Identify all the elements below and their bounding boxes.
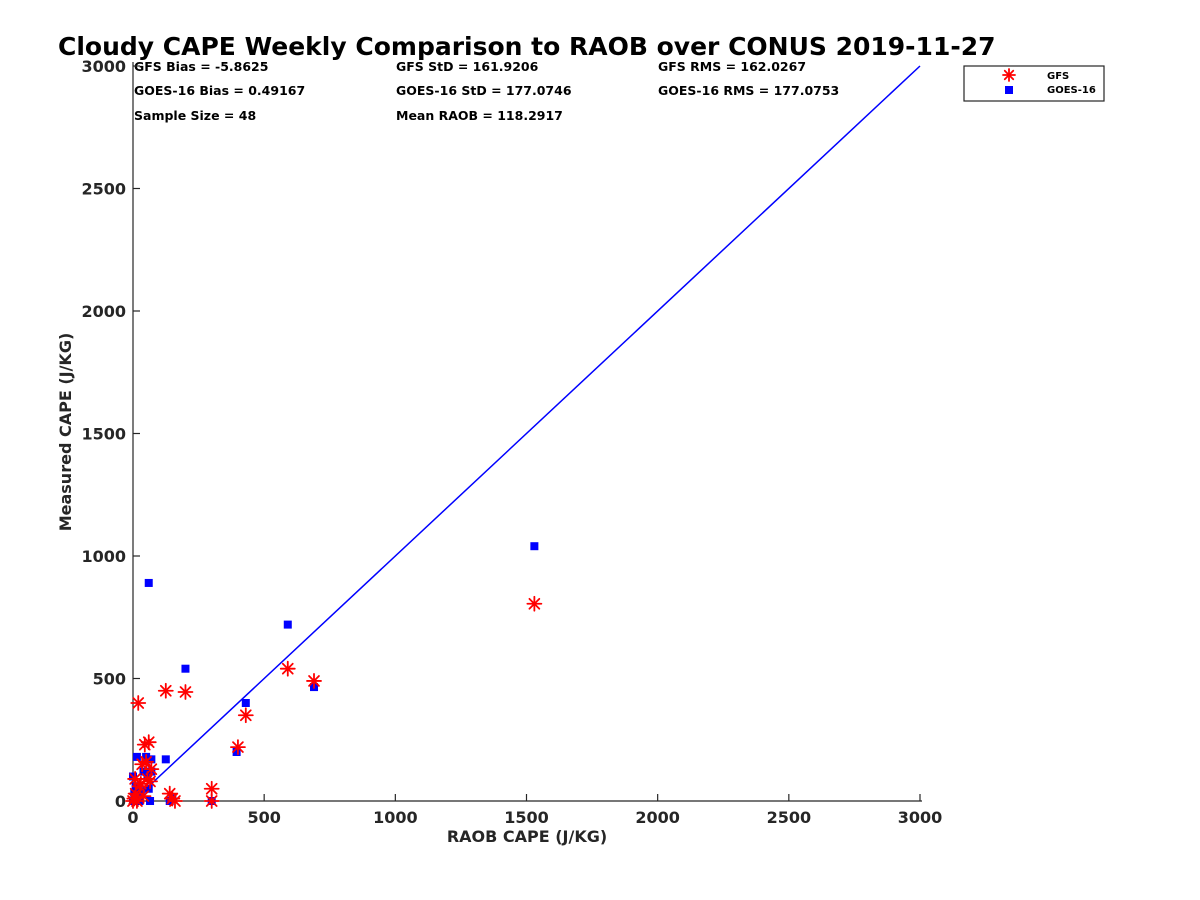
stat-goes-bias: GOES-16 Bias = 0.49167	[134, 83, 305, 98]
gfs-point	[203, 780, 220, 797]
gfs-point	[157, 682, 174, 699]
x-tick-label: 1000	[373, 808, 418, 827]
gfs-point	[177, 684, 194, 700]
stat-mean-raob: Mean RAOB = 118.2917	[396, 108, 563, 123]
legend-box	[963, 65, 1105, 102]
stat-sample-size: Sample Size = 48	[134, 108, 256, 123]
stat-gfs-rms: GFS RMS = 162.0267	[658, 59, 806, 74]
gfs-point	[130, 695, 147, 711]
x-tick-label: 0	[127, 808, 138, 827]
stat-gfs-bias: GFS Bias = -5.8625	[134, 59, 268, 74]
stat-goes-std: GOES-16 StD = 177.0746	[396, 83, 572, 98]
legend-gfs-label: GFS	[1047, 71, 1069, 82]
gfs-point	[140, 734, 157, 751]
reference-line-group	[132, 65, 921, 802]
data-points	[125, 542, 543, 809]
gfs-point	[230, 739, 246, 755]
gfs-point	[143, 761, 160, 778]
goes16-point	[232, 748, 241, 756]
x-tick-label: 2500	[767, 808, 812, 827]
axis-ticks: 0 500 1000 1500 2000 2500 3000 0 500 1000 1500 2000…	[81, 57, 942, 827]
legend-gfs-asterisk-icon	[1002, 68, 1016, 82]
chart-title: Cloudy CAPE Weekly Comparison to RAOB ov…	[58, 32, 996, 61]
x-tick-label: 2000	[635, 808, 680, 827]
y-tick-label: 2000	[81, 302, 126, 321]
x-tick-label: 1500	[504, 808, 549, 827]
x-axis-label: RAOB CAPE (J/KG)	[447, 827, 607, 846]
goes16-point	[139, 767, 148, 776]
gfs-point	[142, 773, 158, 790]
goes16-point	[181, 664, 190, 673]
legend-asterisk-shape	[1002, 68, 1016, 82]
legend: GFS GOES-16	[963, 65, 1105, 102]
x-tick-label: 500	[247, 808, 280, 827]
gfs-point	[138, 753, 155, 770]
y-axis-label: Measured CAPE (J/KG)	[56, 333, 75, 532]
gfs-point	[306, 673, 322, 689]
gfs-point	[136, 736, 153, 753]
legend-goes-label: GOES-16	[1047, 85, 1096, 96]
gfs-point	[135, 788, 152, 804]
goes16-point	[241, 699, 250, 707]
x-tick-label: 3000	[898, 808, 943, 827]
legend-goes-square-icon	[1005, 86, 1013, 94]
gfs-point	[279, 660, 296, 677]
gfs-point	[167, 793, 183, 809]
stat-goes-rms: GOES-16 RMS = 177.0753	[658, 83, 839, 98]
y-tick-label: 2500	[81, 180, 126, 199]
y-tick-label: 1000	[81, 547, 126, 566]
y-tick-label: 0	[115, 792, 126, 811]
goes16-point	[144, 578, 153, 587]
goes16-point	[132, 752, 141, 761]
goes16-point	[146, 797, 155, 805]
stat-gfs-std: GFS StD = 161.9206	[396, 59, 539, 74]
y-tick-label: 3000	[81, 57, 126, 76]
gfs-point	[237, 707, 254, 724]
y-tick-label: 500	[93, 670, 126, 689]
goes16-point	[283, 620, 292, 629]
one-to-one-line	[132, 65, 921, 802]
goes16-point	[530, 542, 539, 551]
goes16-point	[144, 784, 153, 793]
goes16-point	[147, 755, 156, 764]
y-tick-label: 1500	[81, 425, 126, 444]
goes16-point	[161, 755, 170, 764]
gfs-point	[526, 595, 543, 612]
gfs-point	[203, 793, 220, 809]
